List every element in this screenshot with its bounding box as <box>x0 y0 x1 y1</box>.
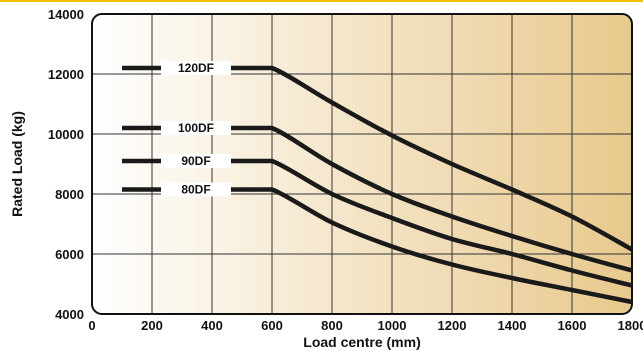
x-tick-label-3: 600 <box>261 318 283 333</box>
series-line-100df <box>122 125 633 273</box>
series-line-120df <box>122 65 634 252</box>
x-tick-label-0: 0 <box>88 318 95 333</box>
series-label-bg-80df <box>161 182 231 197</box>
y-tick-label-4: 12000 <box>48 67 84 82</box>
plot-background <box>92 14 632 314</box>
x-tick-label-9: 1800 <box>618 318 643 333</box>
series-layer <box>122 65 634 305</box>
x-tick-label-2: 400 <box>201 318 223 333</box>
series-label-bg-100df <box>161 121 231 135</box>
plot-frame <box>91 13 633 315</box>
series-label-90df: 90DF <box>181 154 210 168</box>
x-tick-label-8: 1600 <box>558 318 587 333</box>
x-tick-label-6: 1200 <box>438 318 467 333</box>
x-tick-label-7: 1400 <box>498 318 527 333</box>
x-tick-label-4: 800 <box>321 318 343 333</box>
y-tick-label-0: 4000 <box>55 307 84 322</box>
series-label-bg-90df <box>161 154 231 168</box>
x-tick-label-5: 1000 <box>378 318 407 333</box>
x-axis-ticks: 0 200 400 600 800 1000 1200 1400 1600 1800 <box>88 318 643 333</box>
x-tick-label-1: 200 <box>141 318 163 333</box>
y-tick-label-5: 14000 <box>48 7 84 22</box>
series-label-80df: 80DF <box>181 183 210 197</box>
series-label-100df: 100DF <box>178 121 214 135</box>
y-tick-label-2: 8000 <box>55 187 84 202</box>
series-line-80df <box>122 187 633 305</box>
x-axis-title: Load centre (mm) <box>303 334 420 350</box>
series-labels: 120DF 100DF 90DF 80DF <box>161 61 231 197</box>
y-axis-ticks: 4000 6000 8000 10000 12000 14000 <box>48 7 84 322</box>
y-tick-label-1: 6000 <box>55 247 84 262</box>
y-tick-label-3: 10000 <box>48 127 84 142</box>
top-accent-rule <box>0 0 643 2</box>
y-axis-title: Rated Load (kg) <box>9 111 25 217</box>
series-label-120df: 120DF <box>178 61 214 75</box>
series-label-bg-120df <box>161 61 231 75</box>
series-line-90df <box>122 158 633 288</box>
